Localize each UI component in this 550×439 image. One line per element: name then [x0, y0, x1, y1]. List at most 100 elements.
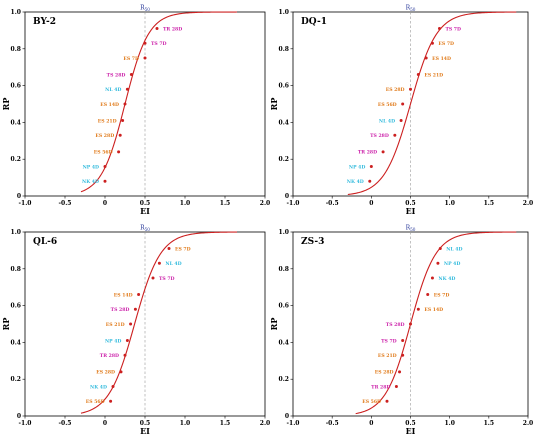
data-point: [119, 370, 123, 374]
y-tick-label: 0.2: [11, 156, 21, 163]
data-point: [143, 41, 147, 45]
data-point: [398, 370, 402, 374]
y-tick-label: 1.0: [11, 229, 21, 236]
chart-panel-ql-6: -1.0 -0.5 0 0.5 1.0 1.5 2.0 0 0.2 0.4 0.6 0.8 1.0 EI R…: [1, 225, 270, 437]
point-label: NK 4D: [82, 179, 99, 185]
data-point: [430, 41, 434, 45]
panel-title: DQ-1: [301, 17, 327, 27]
x-tick-label: -0.5: [59, 200, 72, 207]
panel-title: ZS-3: [301, 237, 324, 247]
y-tick-label: 0.4: [279, 119, 289, 126]
data-point: [125, 87, 129, 91]
point-label: ES 21D: [106, 322, 125, 328]
point-label: NP 4D: [444, 261, 460, 267]
data-point: [424, 56, 428, 60]
data-point: [394, 385, 398, 389]
point-label: ES 28D: [96, 370, 115, 376]
point-label: TS 7D: [445, 26, 461, 32]
data-point: [416, 307, 420, 311]
point-label: NP 4D: [105, 338, 121, 344]
x-axis-title: EI: [406, 206, 416, 216]
x-tick-label: 2.0: [523, 200, 533, 207]
x-tick-label: 1.5: [220, 420, 230, 427]
x-tick-label: 1.0: [180, 200, 190, 207]
point-label: NK 4D: [438, 276, 455, 282]
x-tick-label: 1.0: [180, 420, 190, 427]
data-point: [123, 102, 127, 106]
x-tick-label: 0: [103, 200, 107, 207]
y-tick-label: 0.6: [279, 303, 289, 310]
x-tick-label: 2.0: [260, 420, 270, 427]
fitted-curve: [80, 11, 238, 193]
data-point: [133, 307, 137, 311]
fitted-curve: [347, 11, 517, 196]
r50-label: R50: [406, 225, 416, 233]
point-label: ES 7D: [123, 56, 139, 62]
point-label: ES 7D: [175, 246, 191, 252]
y-tick-label: 1.0: [279, 9, 289, 16]
point-label: ES 21D: [424, 72, 443, 78]
data-point: [121, 119, 125, 123]
x-tick-label: 1.5: [484, 200, 494, 207]
y-axis-title: RP: [1, 98, 11, 111]
data-point: [117, 150, 121, 154]
x-tick-label: -0.5: [326, 200, 339, 207]
point-label: TR 28D: [100, 353, 119, 359]
point-label: NL 4D: [446, 246, 462, 252]
x-axis-title: EI: [406, 426, 416, 436]
data-point: [409, 322, 412, 326]
point-label: NP 4D: [83, 164, 99, 170]
point-label: ES 14D: [432, 56, 451, 62]
point-label: ES 7D: [434, 292, 450, 298]
point-label: TS 7D: [151, 41, 167, 47]
data-point: [111, 385, 115, 389]
fitted-curve: [80, 231, 237, 414]
data-point: [369, 165, 373, 169]
data-point: [157, 261, 161, 265]
point-label: TS 7D: [159, 276, 175, 282]
fitted-curve: [355, 231, 517, 415]
point-label: NK 4D: [347, 179, 364, 185]
y-axis-title: RP: [269, 318, 279, 331]
panel-title: QL-6: [33, 237, 57, 247]
x-tick-label: -1.0: [19, 420, 32, 427]
r50-label: R50: [140, 5, 150, 13]
r50-label: R50: [140, 225, 150, 233]
y-tick-label: 0.8: [279, 46, 289, 53]
data-point: [401, 353, 405, 357]
point-label: TS 28D: [107, 72, 126, 78]
point-label: ES 7D: [438, 41, 454, 47]
y-axis-title: RP: [1, 318, 11, 331]
point-label: ES 14D: [114, 292, 133, 298]
data-point: [137, 293, 141, 297]
y-tick-label: 0.4: [11, 339, 21, 346]
point-label: TR 28D: [163, 26, 182, 32]
y-tick-label: 0.4: [11, 119, 21, 126]
x-tick-label: 1.0: [444, 200, 454, 207]
point-label: NL 4D: [379, 118, 395, 124]
y-tick-label: 0.6: [11, 303, 21, 310]
y-tick-label: 0: [17, 413, 21, 420]
chart-panel-by-2: -1.0 -0.5 0 0.5 1.0 1.5 2.0 0 0.2 0.4 0.6 0.8 1.0 EI R…: [1, 5, 270, 217]
x-tick-label: 0.5: [405, 420, 415, 427]
point-label: TS 28D: [370, 133, 389, 139]
point-label: ES 56D: [378, 102, 397, 108]
data-point: [155, 27, 159, 31]
y-axis-title: RP: [269, 98, 279, 111]
data-point: [125, 339, 129, 343]
data-point: [401, 102, 405, 106]
point-label: ES 56D: [362, 399, 381, 405]
x-tick-label: -0.5: [59, 420, 72, 427]
data-point: [151, 276, 155, 280]
data-point: [437, 27, 441, 31]
point-label: ES 28D: [386, 87, 405, 93]
x-tick-label: 1.0: [444, 420, 454, 427]
point-label: ES 14D: [100, 102, 119, 108]
data-point: [399, 119, 403, 123]
data-point: [436, 261, 440, 265]
data-point: [426, 293, 430, 297]
point-label: ES 28D: [375, 370, 394, 376]
y-tick-label: 0: [285, 413, 289, 420]
r50-label: R50: [406, 5, 416, 13]
